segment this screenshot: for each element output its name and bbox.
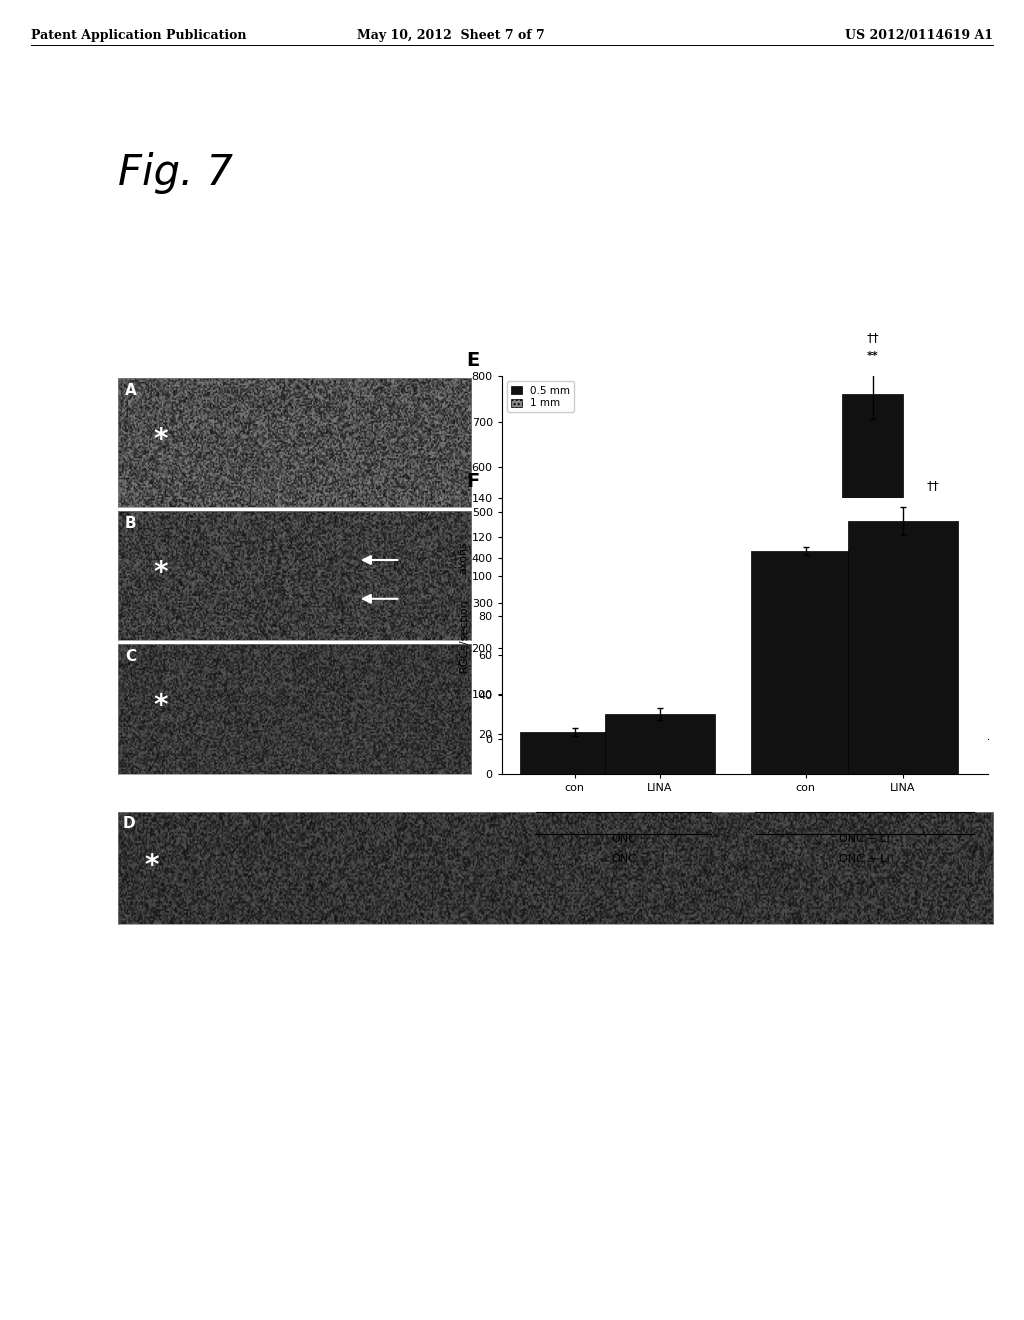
Legend: 0.5 mm, 1 mm: 0.5 mm, 1 mm bbox=[507, 381, 574, 412]
Text: ††: †† bbox=[927, 479, 940, 492]
Text: May 10, 2012  Sheet 7 of 7: May 10, 2012 Sheet 7 of 7 bbox=[356, 29, 545, 42]
Bar bbox=[751, 550, 860, 774]
Text: *: * bbox=[144, 851, 159, 879]
Text: ONC + LI: ONC + LI bbox=[839, 854, 890, 863]
Text: A: A bbox=[125, 383, 136, 397]
Text: **: ** bbox=[624, 655, 635, 665]
Bar bbox=[806, 638, 866, 739]
Text: ONC: ONC bbox=[611, 854, 636, 863]
Text: F: F bbox=[466, 473, 479, 491]
Text: Patent Application Publication: Patent Application Publication bbox=[31, 29, 246, 42]
Text: C: C bbox=[125, 649, 136, 664]
Text: *: * bbox=[154, 692, 168, 721]
Text: ONC + LI: ONC + LI bbox=[839, 834, 890, 843]
Text: **: ** bbox=[928, 499, 939, 508]
Bar bbox=[848, 521, 957, 774]
Text: **: ** bbox=[866, 351, 879, 362]
Text: **: ** bbox=[684, 689, 696, 700]
Y-axis label: axons: axons bbox=[459, 541, 469, 574]
Bar bbox=[520, 733, 630, 774]
Text: US 2012/0114619 A1: US 2012/0114619 A1 bbox=[845, 29, 993, 42]
Text: *: * bbox=[154, 425, 168, 454]
Text: Fig. 7: Fig. 7 bbox=[118, 152, 232, 194]
Bar bbox=[574, 733, 636, 739]
Bar bbox=[745, 528, 806, 739]
Text: B: B bbox=[125, 516, 136, 531]
Bar bbox=[842, 395, 903, 739]
Text: *: * bbox=[154, 558, 168, 587]
Y-axis label: RGCs/section: RGCs/section bbox=[459, 599, 469, 672]
Bar bbox=[659, 711, 721, 739]
Text: ††: †† bbox=[866, 331, 879, 345]
Bar bbox=[605, 714, 715, 774]
Text: ONC: ONC bbox=[611, 834, 636, 843]
Text: E: E bbox=[466, 351, 479, 370]
Text: D: D bbox=[122, 816, 135, 832]
Bar bbox=[903, 535, 964, 739]
Bar bbox=[599, 680, 659, 739]
Bar bbox=[514, 726, 574, 739]
